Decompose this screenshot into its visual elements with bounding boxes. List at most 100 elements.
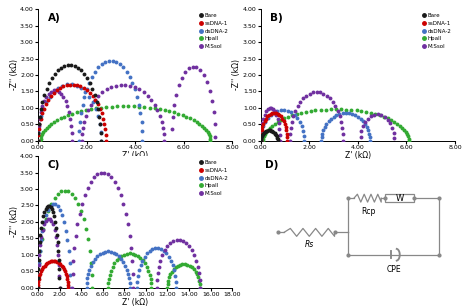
Point [37,234,45,239]
Point [44,216,52,221]
Point [81,71,88,76]
Point [42,207,49,211]
Point [84,237,92,241]
Point [56,207,64,212]
Point [131,252,139,257]
Point [357,116,365,121]
Point [67,63,75,68]
Point [196,68,204,73]
Point [65,249,73,254]
Point [192,258,200,263]
Point [204,129,211,134]
Point [348,111,356,116]
Point [390,130,397,135]
Point [258,132,266,137]
Point [319,131,326,136]
Point [126,285,134,290]
Point [69,272,76,277]
Point [37,110,45,115]
Point [275,121,283,126]
Point [151,106,158,111]
Point [151,246,159,251]
Point [339,132,347,137]
Point [115,254,123,259]
Point [51,219,59,224]
Point [294,104,301,109]
Point [85,80,93,85]
Point [329,99,337,104]
Point [44,203,52,208]
Point [112,83,119,88]
Point [34,132,42,137]
Point [90,175,98,180]
Point [72,196,79,200]
Point [160,138,168,143]
Point [34,285,42,290]
Point [50,214,58,219]
Point [108,104,116,109]
Y-axis label: -Z'' (kΩ): -Z'' (kΩ) [9,59,18,91]
Point [158,119,165,124]
Point [61,64,68,69]
Point [109,264,116,269]
Point [91,92,99,97]
Point [260,124,267,129]
Point [273,134,281,139]
Point [205,132,213,136]
Point [342,110,349,115]
Point [34,285,42,290]
Point [332,107,340,112]
Point [122,211,130,216]
Point [34,285,42,290]
Point [64,282,72,287]
Point [134,254,142,259]
X-axis label: Z' (kΩ): Z' (kΩ) [345,151,371,160]
Point [262,109,270,114]
Point [104,285,112,290]
Point [163,251,170,256]
Point [211,122,219,127]
Point [104,249,112,254]
Point [89,259,97,264]
Point [354,114,362,119]
Bar [385,194,414,202]
Point [54,86,62,91]
Point [101,249,109,254]
Point [53,259,61,264]
Point [261,132,269,136]
Point [264,127,272,132]
Point [55,266,63,271]
Point [97,130,105,135]
Point [260,134,268,139]
Point [257,135,265,140]
Point [87,263,95,268]
Point [74,201,82,206]
Point [257,131,265,136]
Point [35,127,42,132]
Point [103,87,110,92]
Point [45,80,53,85]
Point [47,204,55,209]
Point [121,263,129,268]
Point [39,104,46,109]
Point [39,129,47,134]
Text: CPE: CPE [386,265,401,274]
Point [261,118,268,123]
Point [77,84,84,89]
Point [182,114,190,119]
Point [146,248,154,253]
Point [40,226,47,231]
Point [54,118,61,122]
Point [42,218,50,223]
Point [34,138,42,143]
Point [134,279,141,284]
Point [51,227,58,232]
Point [319,128,327,132]
Point [274,138,282,143]
Point [60,220,68,225]
Point [36,248,44,253]
Point [54,240,62,245]
Point [157,247,165,252]
Point [281,116,288,121]
Point [196,285,204,290]
